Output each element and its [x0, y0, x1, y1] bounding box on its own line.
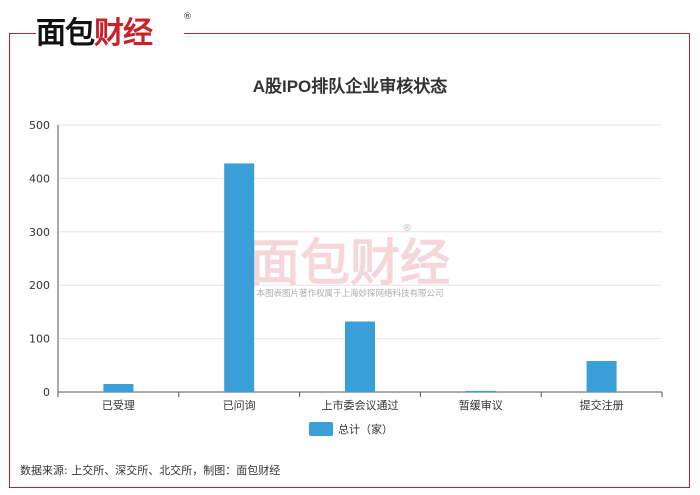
bar: [103, 383, 134, 392]
y-tick-label: 200: [29, 279, 50, 292]
registered-mark: ®: [183, 12, 192, 22]
chart-title: A股IPO排队企业审核状态: [252, 77, 448, 96]
data-source-note: 数据来源: 上交所、深交所、北交所，制图：面包财经: [20, 464, 281, 477]
watermark-logo: 面包财经: [250, 234, 450, 292]
y-tick-label: 100: [29, 333, 50, 346]
brand-logo-text: 面包财经: [36, 8, 153, 52]
y-tick-label: 300: [29, 226, 50, 239]
logo-black-part: 面包: [36, 16, 95, 51]
bar: [586, 361, 617, 392]
watermark-text: 本图表图片著作权属于上海妙探网络科技有限公司: [256, 288, 443, 299]
brand-logo: 面包财经 ®: [36, 8, 192, 52]
x-category-label: 已受理: [102, 399, 135, 412]
y-tick-label: 400: [29, 172, 50, 185]
y-tick-label: 0: [43, 386, 50, 399]
legend-label: 总计（家）: [338, 422, 393, 436]
logo-red-part: 财经: [94, 16, 153, 51]
x-category-label: 已问询: [223, 399, 256, 412]
bar: [465, 390, 496, 392]
y-tick-label: 500: [29, 119, 50, 132]
watermark-registered-mark: ®: [402, 223, 412, 234]
bar: [345, 321, 375, 392]
bar: [224, 163, 255, 392]
legend-swatch: [309, 422, 333, 436]
chart-frame: [9, 33, 690, 488]
x-category-label: 提交注册: [580, 398, 624, 412]
x-category-label: 暂缓审议: [459, 398, 503, 412]
x-category-label: 上市委会议通过: [322, 398, 399, 412]
